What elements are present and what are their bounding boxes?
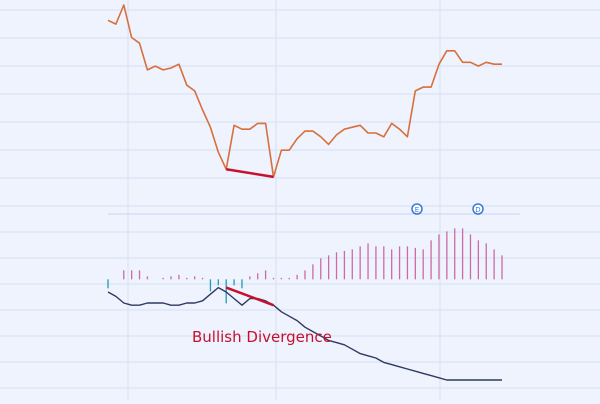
- marker-d-label: D: [475, 206, 480, 214]
- price-divergence-line: [226, 168, 274, 179]
- marker-e-label: E: [415, 206, 419, 214]
- price-panel: [107, 4, 502, 179]
- bullish-divergence-label: Bullish Divergence: [192, 328, 332, 346]
- histogram-bars: [107, 228, 503, 304]
- macd-divergence-line: [225, 286, 274, 307]
- price-line: [107, 4, 502, 178]
- macd-panel: [107, 286, 502, 381]
- macd-line: [107, 286, 502, 381]
- marker-e-circle: [411, 203, 423, 215]
- marker-d-circle: [472, 203, 484, 215]
